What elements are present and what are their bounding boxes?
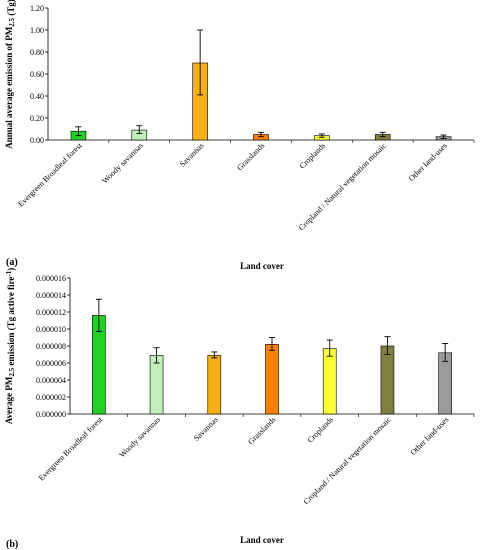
bar-3: [207, 355, 222, 415]
category-label: Other land-uses: [409, 415, 451, 457]
category-label: Other land-uses: [407, 141, 449, 183]
bar-2: [149, 355, 164, 415]
category-label: Grasslands: [235, 141, 266, 172]
category-label: Croplands: [306, 415, 336, 445]
category-label: Evergreen Broadleaf forest: [37, 415, 105, 483]
category-label: Woody savannas: [100, 141, 144, 185]
bar-4: [265, 343, 279, 415]
category-label: Grasslands: [246, 415, 277, 446]
y-tick-label: 0.00: [30, 136, 44, 145]
bar-6: [380, 345, 395, 415]
category-label: Evergreen Broadleaf forest: [16, 141, 84, 209]
y-tick-label: 0.000000: [36, 410, 66, 419]
bar-7: [438, 352, 452, 415]
category-label: Woody savannas: [118, 415, 162, 459]
x-axis-title: Land cover: [240, 535, 284, 545]
panel-label: (a): [6, 257, 18, 268]
y-tick-label: 0.000010: [36, 325, 66, 334]
y-tick-label: 0.60: [30, 70, 44, 79]
panel-b: 0.000000 0.000002 0.000004 0.000006 0.000008…: [4, 268, 475, 550]
category-label: Croplands: [298, 141, 328, 171]
x-axis-title: Land cover: [240, 261, 284, 271]
y-tick-label: 1.20: [30, 4, 44, 13]
panel-label: (b): [6, 539, 18, 550]
y-axis-title: Annual average emission of PM2.5 (Tg): [4, 0, 16, 149]
bar-5: [322, 348, 337, 415]
y-tick-label: 0.80: [30, 48, 44, 57]
panel-a: 0.00 0.20 0.40 0.60 0.80 1.00 1.20 Evergreen Br…: [4, 0, 475, 271]
y-tick-label: 0.000002: [36, 393, 66, 402]
y-tick-label: 0.000016: [36, 274, 66, 283]
y-axis-title: Average PM2.5 emission (Tg active fire-1…: [4, 268, 16, 424]
y-tick-label: 1.00: [30, 26, 44, 35]
category-label: Savannas: [178, 141, 206, 169]
category-label: Savannas: [192, 415, 220, 443]
y-tick-label: 0.000008: [36, 342, 66, 351]
y-tick-label: 0.000006: [36, 359, 66, 368]
y-tick-label: 0.40: [30, 92, 44, 101]
y-tick-label: 0.000012: [36, 308, 66, 317]
y-tick-label: 0.20: [30, 114, 44, 123]
y-tick-label: 0.000004: [36, 376, 66, 385]
y-tick-label: 0.000014: [36, 291, 66, 300]
